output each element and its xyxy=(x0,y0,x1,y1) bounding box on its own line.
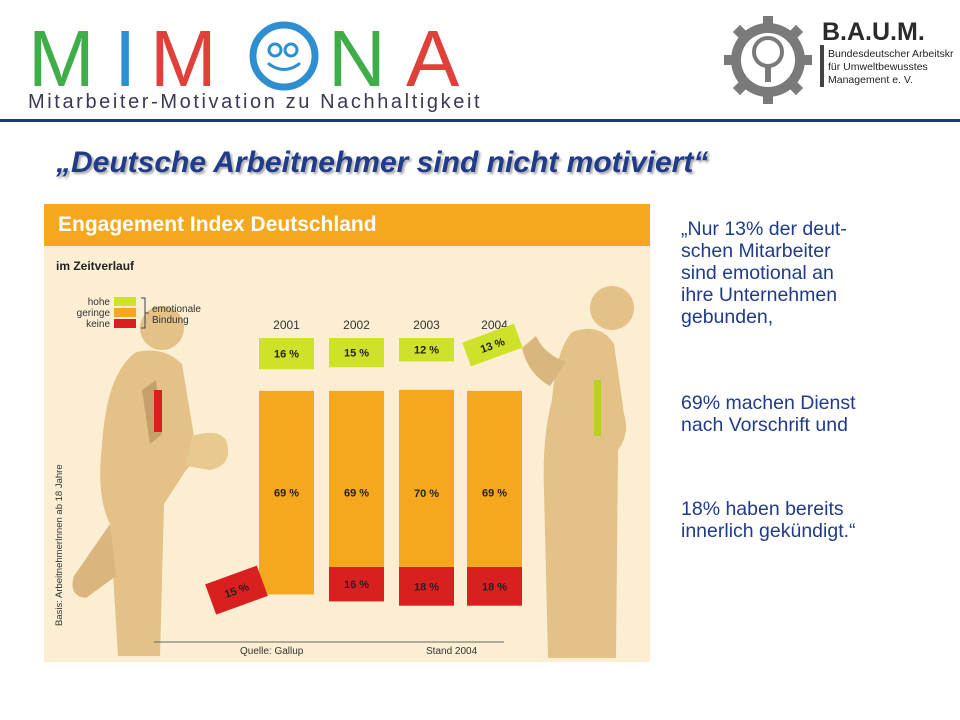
mimona-letter: M xyxy=(28,14,97,103)
x-tick-label: 2001 xyxy=(273,318,300,332)
mimona-letter: N xyxy=(328,14,388,103)
legend-swatch xyxy=(114,297,136,306)
legend-label: keine xyxy=(86,319,110,330)
bar-keine xyxy=(399,567,454,606)
bar-hohe xyxy=(259,338,314,370)
bar-keine xyxy=(329,567,384,602)
bar-geringe xyxy=(467,390,522,595)
mimona-letter: M xyxy=(150,14,219,103)
quote-paragraph-1: „Nur 13% der deut- schen Mitarbeiter sin… xyxy=(681,218,951,328)
bar-value-label: 18 % xyxy=(414,581,439,593)
quote-paragraph-2: 69% machen Dienst nach Vorschrift und xyxy=(681,392,951,436)
figure-header-bar: Engagement Index Deutschland xyxy=(44,204,650,246)
quote-line: innerlich gekündigt.“ xyxy=(681,520,856,542)
quote-line: gebunden, xyxy=(681,306,774,328)
legend-label: geringe xyxy=(77,308,111,319)
mimona-logo: M I M N A Mitarbeiter-Motivation zu Nach… xyxy=(28,14,482,112)
quote-line: nach Vorschrift und xyxy=(681,414,848,436)
x-tick-label: 2002 xyxy=(343,318,370,332)
baum-line: Bundesdeutscher Arbeitskreis xyxy=(828,48,954,60)
bar-hohe xyxy=(399,338,454,362)
quote-paragraph-3: 18% haben bereits innerlich gekündigt.“ xyxy=(681,498,951,542)
baum-title: B.A.U.M. xyxy=(822,18,925,46)
smiley-o-icon xyxy=(249,21,319,91)
bar-value-label: 12 % xyxy=(414,345,439,357)
bar-geringe xyxy=(329,390,384,595)
legend-swatch xyxy=(114,319,136,328)
legend-group-label: Bindung xyxy=(152,315,189,326)
x-tick-label: 2003 xyxy=(413,318,440,332)
baum-line: für Umweltbewusstes xyxy=(828,61,928,73)
bar-value-label: 69 % xyxy=(482,488,507,500)
bar-keine xyxy=(205,565,268,615)
source-note: Quelle: Gallup xyxy=(240,646,304,657)
businessman-left-illustration xyxy=(72,306,229,656)
legend-label: hohe xyxy=(88,297,111,308)
mimona-subtitle: Mitarbeiter-Motivation zu Nachhaltigkeit xyxy=(28,91,482,112)
y-axis-note: Basis: ArbeitnehmerInnen ab 18 Jahre xyxy=(54,464,65,626)
legend-swatch xyxy=(114,308,136,317)
figure-subtitle: im Zeitverlauf xyxy=(56,259,135,273)
quote-line: „Nur 13% der deut- xyxy=(681,218,847,240)
bar-value-label: 15 % xyxy=(344,348,369,360)
bar-value-label: 69 % xyxy=(344,488,369,500)
quote-text: „Nur 13% der deut- schen Mitarbeiter sin… xyxy=(681,218,951,542)
bar-hohe xyxy=(462,323,523,367)
baum-logo: B.A.U.M. Bundesdeutscher Arbeitskreis fü… xyxy=(724,16,954,104)
legend-bracket xyxy=(141,297,149,329)
bar-value-label: 18 % xyxy=(482,581,507,593)
stand-note: Stand 2004 xyxy=(426,646,478,657)
businessman-right-illustration xyxy=(522,286,634,658)
mimona-letter: A xyxy=(406,14,461,103)
gear-tree-icon xyxy=(724,16,812,104)
legend-group-label: emotionale xyxy=(152,304,201,315)
bar-value-label: 69 % xyxy=(274,488,299,500)
quote-line: 69% machen Dienst xyxy=(681,392,856,414)
bar-value-label: 16 % xyxy=(274,349,299,361)
quote-line: ihre Unternehmen xyxy=(681,284,838,306)
quote-line: 18% haben bereits xyxy=(681,498,844,520)
header-divider xyxy=(0,119,960,122)
quote-line: schen Mitarbeiter xyxy=(681,240,831,262)
bar-hohe xyxy=(329,338,384,368)
bar-value-label: 70 % xyxy=(414,488,439,500)
figure-title: Engagement Index Deutschland xyxy=(58,213,377,236)
slide-title: „Deutsche Arbeitnehmer sind nicht motivi… xyxy=(56,146,709,179)
quote-line: sind emotional an xyxy=(681,262,834,284)
engagement-figure: Engagement Index Deutschland im Zeitverl… xyxy=(44,204,650,662)
bar-value-label: 16 % xyxy=(344,579,369,591)
bar-geringe xyxy=(399,389,454,597)
bar-geringe xyxy=(259,390,314,595)
baum-line: Management e. V. xyxy=(828,74,913,86)
mimona-letter: I xyxy=(114,14,138,103)
bar-keine xyxy=(467,567,522,606)
